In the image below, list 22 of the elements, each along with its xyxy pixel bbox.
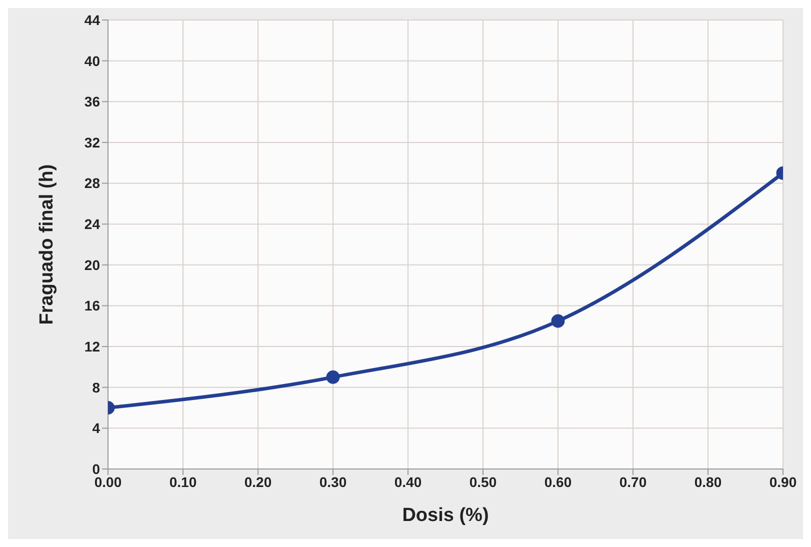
x-tick-label: 0.20 (244, 474, 272, 490)
x-tick-label: 0.10 (169, 474, 197, 490)
y-axis-title: Fraguado final (h) (36, 164, 58, 325)
y-tick-label: 40 (84, 52, 100, 69)
x-tick-label: 0.60 (544, 474, 572, 490)
y-tick-label: 44 (84, 12, 100, 28)
x-tick-label: 0.50 (469, 474, 497, 490)
y-tick-label: 8 (92, 379, 100, 396)
x-tick-label: 0.80 (694, 474, 722, 490)
y-tick-label: 24 (84, 216, 100, 232)
x-tick-label: 0.70 (619, 474, 647, 490)
y-tick-label: 20 (84, 256, 100, 273)
y-tick-label: 12 (84, 338, 100, 355)
x-tick-label: 0.90 (769, 474, 797, 490)
y-tick-label: 32 (84, 134, 100, 150)
y-tick-label: 4 (92, 420, 100, 436)
y-tick-label: 36 (84, 94, 100, 110)
x-axis-title: Dosis (%) (402, 505, 489, 526)
x-tick-label: 0.40 (394, 474, 422, 490)
y-tick-label: 28 (84, 175, 100, 192)
y-tick-label: 16 (84, 298, 100, 314)
x-tick-label: 0.30 (319, 474, 347, 490)
